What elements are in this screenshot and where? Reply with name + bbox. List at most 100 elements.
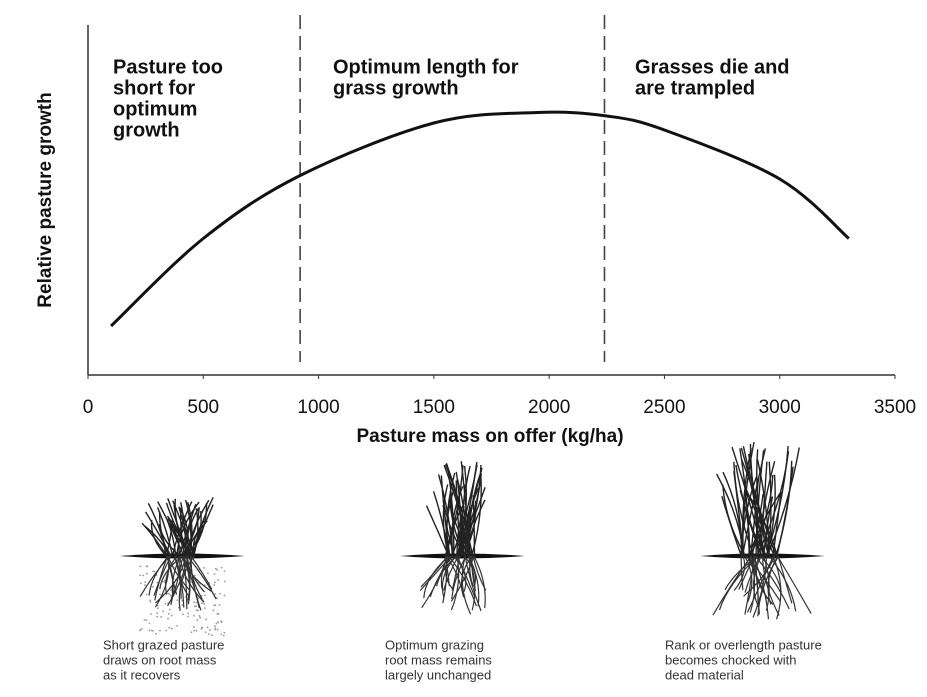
- caption: Rank or overlength pasture: [665, 637, 822, 652]
- soil-dot: [181, 604, 184, 606]
- root: [746, 555, 782, 602]
- soil-dot: [152, 629, 154, 632]
- root: [186, 555, 217, 600]
- soil-dot: [168, 626, 171, 629]
- soil-dot: [149, 601, 152, 603]
- soil-dot: [170, 627, 173, 630]
- blade: [464, 499, 486, 557]
- soil-dot: [164, 603, 167, 605]
- blade: [171, 501, 193, 557]
- soil-dot: [168, 608, 171, 611]
- blade: [722, 471, 743, 557]
- soil-dot: [145, 593, 148, 596]
- soil-dot: [176, 599, 179, 601]
- caption: largely unchanged: [385, 667, 491, 682]
- soil-dot: [156, 615, 159, 618]
- soil-dot: [223, 580, 226, 583]
- root: [165, 555, 174, 606]
- soil-dot: [195, 605, 198, 607]
- blade: [425, 505, 450, 557]
- soil-dot: [159, 629, 161, 632]
- plant-illustration: [120, 496, 245, 637]
- soil-dot: [207, 633, 210, 636]
- soil-dot: [155, 632, 157, 635]
- soil-dot: [193, 574, 196, 577]
- blade: [755, 450, 765, 557]
- root: [767, 555, 779, 605]
- caption: draws on root mass: [103, 652, 217, 667]
- x-tick-label: 1000: [297, 397, 339, 418]
- x-tick-label: 2000: [528, 397, 570, 418]
- soil-dot: [223, 570, 226, 573]
- blade: [757, 460, 776, 557]
- root: [776, 555, 812, 614]
- blade: [749, 444, 767, 557]
- blade: [741, 459, 770, 557]
- soil-dot: [206, 572, 209, 575]
- soil-dot: [201, 627, 203, 629]
- root: [464, 555, 482, 612]
- soil-dot: [162, 610, 165, 613]
- soil-dot: [140, 628, 143, 630]
- soil-dot: [216, 621, 219, 623]
- soil-dot: [165, 629, 168, 632]
- soil-dot: [163, 579, 166, 582]
- ground-line: [700, 553, 825, 559]
- soil-dot: [214, 592, 216, 595]
- soil-dot: [143, 618, 146, 621]
- soil-dot: [220, 620, 223, 622]
- soil-dot: [195, 629, 198, 632]
- blade: [451, 464, 478, 557]
- region-label: short for: [113, 77, 195, 99]
- soil-dot: [139, 582, 142, 585]
- root: [179, 555, 205, 603]
- blade: [739, 448, 750, 557]
- soil-dot: [216, 568, 219, 571]
- root: [460, 555, 473, 598]
- soil-dot: [146, 565, 149, 568]
- region-label: growth: [113, 119, 180, 141]
- region-label: Pasture too: [113, 56, 223, 78]
- soil-dot: [148, 629, 151, 632]
- blade: [715, 473, 745, 557]
- soil-dot: [204, 631, 207, 634]
- blade: [147, 503, 167, 557]
- root: [744, 555, 756, 615]
- soil-dot: [205, 618, 207, 621]
- root: [154, 555, 169, 601]
- soil-dot: [153, 570, 156, 573]
- plant-illustration: [400, 461, 525, 615]
- soil-dot: [215, 622, 218, 625]
- soil-dot: [217, 579, 219, 581]
- soil-dot: [197, 609, 200, 612]
- soil-dot: [145, 572, 148, 575]
- root: [733, 555, 746, 591]
- x-tick-label: 3500: [874, 397, 916, 418]
- x-tick-label: 0: [83, 397, 94, 418]
- x-axis-title: Pasture mass on offer (kg/ha): [356, 426, 623, 447]
- soil-dot: [209, 629, 211, 631]
- region-label: Optimum length for: [333, 56, 519, 78]
- soil-dot: [160, 616, 162, 618]
- x-tick-label: 500: [187, 397, 219, 418]
- blade: [165, 502, 192, 557]
- soil-dot: [193, 605, 196, 608]
- root: [461, 555, 472, 615]
- soil-dot: [214, 628, 217, 631]
- blade: [460, 465, 471, 557]
- soil-dot: [210, 634, 213, 637]
- soil-dot: [142, 574, 145, 577]
- soil-dot: [190, 631, 193, 634]
- soil-dot: [139, 629, 142, 631]
- region-label: Grasses die and: [635, 56, 790, 78]
- soil-dot: [170, 614, 173, 617]
- soil-dot: [193, 629, 196, 632]
- blade: [144, 525, 170, 557]
- region-label: grass growth: [333, 77, 459, 99]
- soil-dot: [176, 624, 179, 627]
- root: [420, 555, 448, 588]
- x-tick-label: 1500: [413, 397, 455, 418]
- soil-dot: [216, 597, 218, 599]
- growth-curve: [110, 110, 850, 328]
- root: [744, 555, 761, 593]
